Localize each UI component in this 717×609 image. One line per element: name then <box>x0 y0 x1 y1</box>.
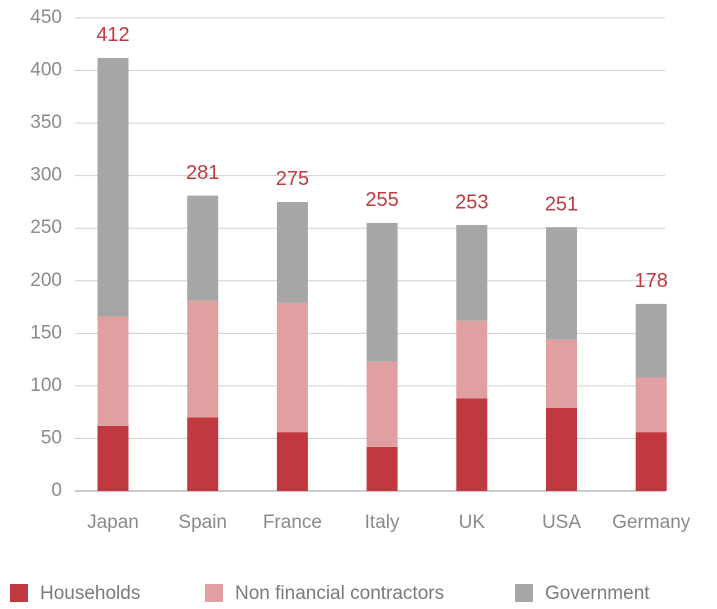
bar-segment <box>276 201 308 303</box>
y-tick-label: 250 <box>30 217 62 238</box>
y-tick-label: 450 <box>30 7 62 28</box>
bar-segment <box>456 398 488 491</box>
bar-segment <box>276 432 308 491</box>
x-tick-label: USA <box>542 512 581 533</box>
bar-segment <box>187 195 219 301</box>
x-tick-label: France <box>263 512 322 533</box>
bar-segment <box>635 377 667 433</box>
bar-segment <box>366 361 398 447</box>
bar-segment <box>546 407 577 491</box>
y-tick-label: 200 <box>30 270 62 291</box>
y-tick-label: 100 <box>30 375 62 396</box>
total-label: 412 <box>96 24 129 46</box>
y-tick-label: 50 <box>41 427 62 448</box>
total-label: 281 <box>186 162 219 184</box>
total-label: 251 <box>545 193 578 215</box>
x-tick-label: Japan <box>87 512 139 533</box>
bar-segment <box>97 57 129 317</box>
legend-label: Government <box>545 583 650 604</box>
bar-segment <box>635 303 667 378</box>
total-label: 275 <box>276 168 309 190</box>
y-tick-label: 150 <box>30 322 62 343</box>
bar-segment <box>276 302 308 433</box>
legend-swatch <box>515 584 533 602</box>
bar-segment <box>187 417 219 491</box>
y-tick-label: 400 <box>30 60 62 81</box>
x-tick-label: Spain <box>178 512 227 533</box>
bar-segment <box>456 225 488 321</box>
bar-segment <box>546 339 577 408</box>
bar-segment <box>366 446 398 491</box>
bar-segment <box>635 432 667 491</box>
legend-swatch <box>205 584 223 602</box>
total-label: 178 <box>635 270 668 292</box>
bar-segment <box>546 227 577 340</box>
x-tick-label: Germany <box>612 512 691 533</box>
bar-segment <box>97 316 129 426</box>
legend-label: Non financial contractors <box>235 583 444 604</box>
legend-swatch <box>10 584 28 602</box>
bar-segment <box>97 425 129 491</box>
y-tick-label: 300 <box>30 165 62 186</box>
bar-segment <box>456 320 488 399</box>
x-tick-label: Italy <box>365 512 400 533</box>
total-label: 255 <box>365 189 398 211</box>
bar-segment <box>187 300 219 418</box>
y-tick-label: 350 <box>30 112 62 133</box>
y-tick-label: 0 <box>51 480 62 501</box>
x-tick-label: UK <box>459 512 486 533</box>
bar-segment <box>366 222 398 362</box>
legend-label: Households <box>40 583 140 604</box>
total-label: 253 <box>455 191 488 213</box>
